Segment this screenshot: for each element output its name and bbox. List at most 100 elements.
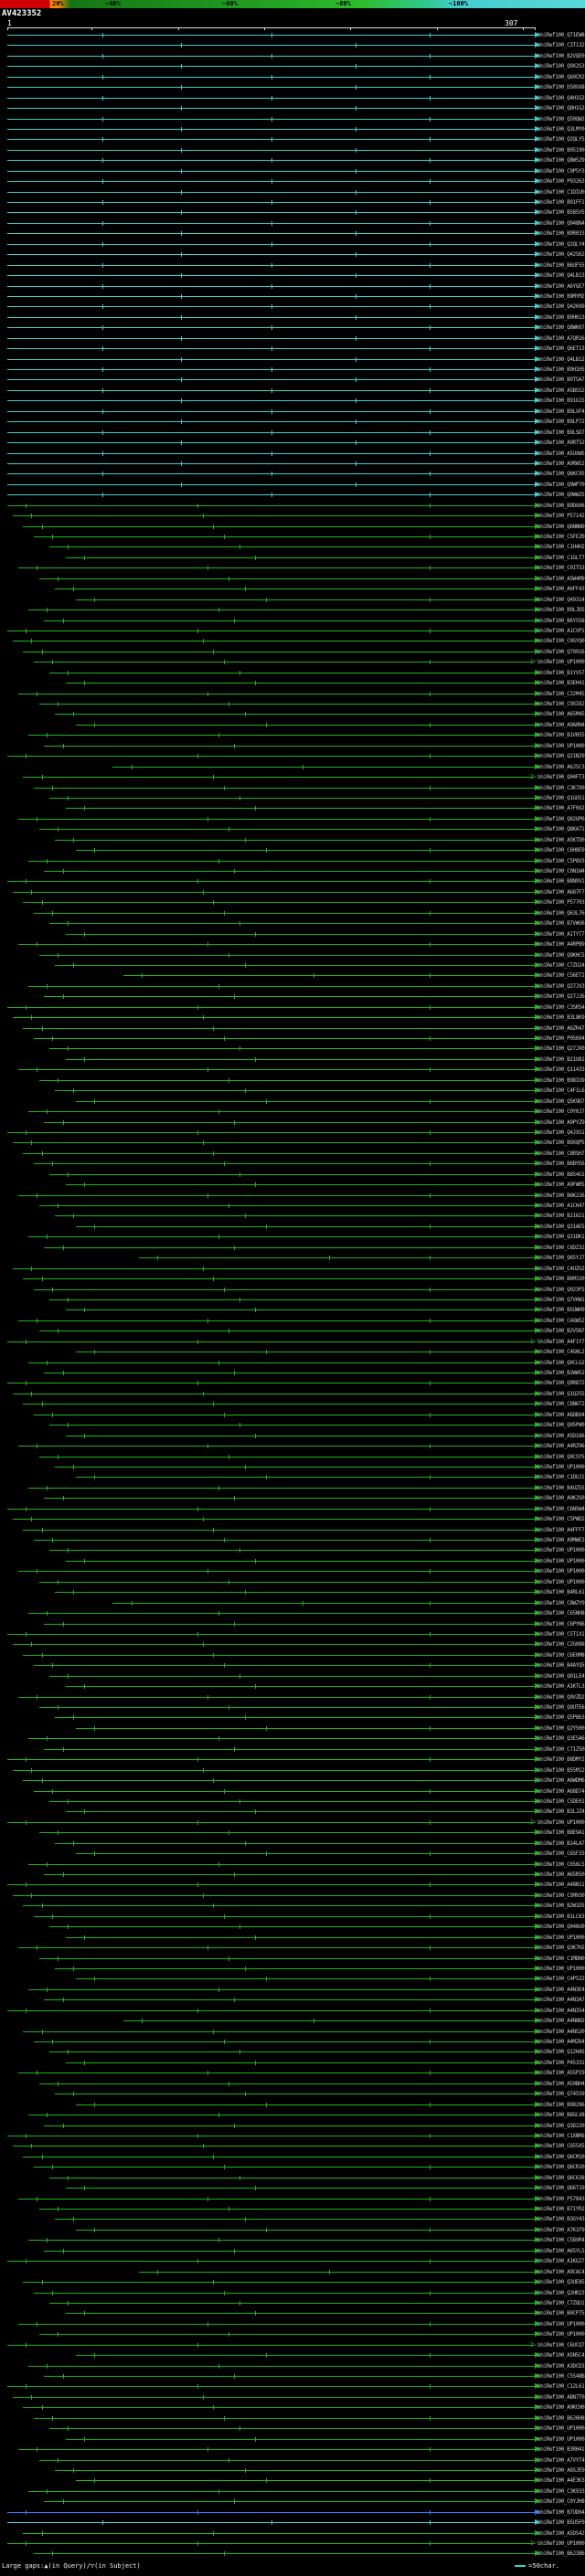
alignment-row[interactable]: UniRef100_A4N354 xyxy=(0,2006,585,2016)
alignment-row[interactable]: UniRef100_Q65YJ7 xyxy=(0,1253,585,1263)
hit-label[interactable]: UniRef100_A50BH4 xyxy=(537,2080,585,2087)
hit-label[interactable]: UniRef100_C6E0M8 xyxy=(537,1651,585,1659)
hit-label[interactable]: UniRef100_Q27JV3 xyxy=(537,982,585,990)
hit-label[interactable]: UniRef100_B91FF1 xyxy=(537,199,585,206)
hit-label[interactable]: UniRef100_UP1000... xyxy=(537,742,585,749)
alignment-row[interactable]: UniRef100_Q046U0 xyxy=(0,1922,585,1932)
alignment-row[interactable]: UniRef100_A4FFF7 xyxy=(0,1525,585,1535)
hit-label[interactable]: UniRef100_A6FF43 xyxy=(537,586,585,593)
hit-label[interactable]: UniRef100_A4MZ64 xyxy=(537,2039,585,2045)
alignment-row[interactable]: UniRef100_B6M310 xyxy=(0,1274,585,1284)
hit-label[interactable]: UniRef100_C71Z50 xyxy=(537,1745,585,1753)
alignment-row[interactable]: UniRef100_B58SV5 xyxy=(0,207,585,217)
alignment-row[interactable]: UniRef100_A6DBX4 xyxy=(0,1410,585,1420)
hit-label[interactable]: UniRef100_A7K1F9 xyxy=(537,2226,585,2233)
hit-label[interactable]: UniRef100_A6J5C3 xyxy=(537,763,585,770)
alignment-row[interactable]: UniRef100_A5W4M9 xyxy=(0,574,585,584)
alignment-row[interactable]: UniRef100_Q948N4 xyxy=(0,218,585,228)
alignment-row[interactable]: UniRef100_C0N1W4 xyxy=(0,866,585,876)
hit-label[interactable]: UniRef100_B2W1D5 xyxy=(537,1903,585,1910)
hit-label[interactable]: UniRef100_C3K7X0 xyxy=(537,784,585,791)
alignment-row[interactable]: UniRef100_C71Z50 xyxy=(0,1744,585,1754)
hit-label[interactable]: UniRef100_Q31DK1 xyxy=(537,1234,585,1241)
hit-label[interactable]: UniRef100_UP1000... xyxy=(537,1934,585,1941)
hit-label[interactable]: UniRef100_B7UD04 xyxy=(537,2508,585,2516)
alignment-row[interactable]: UniRef100_B71YR2 xyxy=(0,2204,585,2214)
alignment-row[interactable]: UniRef100_UP1000... xyxy=(0,1964,585,1974)
hit-label[interactable]: UniRef100_P45331 xyxy=(537,2059,585,2066)
alignment-row[interactable]: UniRef100_C5M930 xyxy=(0,1891,585,1901)
alignment-row[interactable]: UniRef100_Q63L76 xyxy=(0,908,585,918)
alignment-row[interactable]: UniRef100_C0YJH8 xyxy=(0,2496,585,2507)
hit-label[interactable]: UniRef100_Q9WP70 xyxy=(537,481,585,488)
hit-label[interactable]: UniRef100_P93263 xyxy=(537,178,585,186)
alignment-row[interactable]: UniRef100_B1YV57 xyxy=(0,668,585,678)
alignment-row[interactable]: UniRef100_A50BH4 xyxy=(0,2079,585,2089)
hit-label[interactable]: UniRef100_B6J386 xyxy=(537,2550,585,2558)
alignment-row[interactable]: UniRef100_C7ZU24 xyxy=(0,960,585,970)
alignment-row[interactable]: UniRef100_A4MZ64 xyxy=(0,2037,585,2047)
hit-label[interactable]: UniRef100_Q04FT3 xyxy=(537,774,585,781)
hit-label[interactable]: UniRef100_Q74559 xyxy=(537,2091,585,2098)
alignment-row[interactable]: UniRef100_B6UF55 xyxy=(0,260,585,270)
alignment-row[interactable]: ▷ UniRef100_Q04FT3 xyxy=(0,772,585,782)
hit-label[interactable]: UniRef100_Q79916 xyxy=(537,648,585,655)
alignment-row[interactable]: UniRef100_C8N6T2 xyxy=(0,1399,585,1409)
alignment-row[interactable]: UniRef100_P93263 xyxy=(0,176,585,186)
hit-label[interactable]: UniRef100_B2V5N7 xyxy=(537,1328,585,1335)
hit-label[interactable]: UniRef100_C5FEZ0 xyxy=(537,534,585,540)
hit-label[interactable]: UniRef100_C2G088 xyxy=(537,1641,585,1648)
alignment-row[interactable]: UniRef100_Q9WP70 xyxy=(0,480,585,490)
alignment-row[interactable]: UniRef100_A6SJE9 xyxy=(0,2465,585,2475)
hit-label[interactable]: UniRef100_C56ET2 xyxy=(537,972,585,980)
alignment-row[interactable]: UniRef100_B98296 xyxy=(0,2100,585,2110)
hit-label[interactable]: UniRef100_A5D166 xyxy=(537,1432,585,1439)
alignment-row[interactable]: UniRef100_B6J6H8 xyxy=(0,2413,585,2423)
alignment-row[interactable]: UniRef100_UP1000... xyxy=(0,1933,585,1943)
hit-label[interactable]: UniRef100_A7F0X2 xyxy=(537,805,585,812)
hit-label[interactable]: UniRef100_C1MDN0 xyxy=(537,1955,585,1962)
hit-label[interactable]: UniRef100_Q4H1G2 xyxy=(537,94,585,101)
alignment-row[interactable]: UniRef100_C5T1X1 xyxy=(0,1629,585,1639)
hit-label[interactable]: UniRef100_UP1000... xyxy=(537,1818,585,1826)
alignment-row[interactable]: UniRef100_UP1000... xyxy=(0,2434,585,2444)
alignment-row[interactable]: UniRef100_A48N11 xyxy=(0,1880,585,1890)
hit-label[interactable]: UniRef100_C0N1W4 xyxy=(537,868,585,875)
hit-label[interactable]: UniRef100_B6K226 xyxy=(537,1192,585,1199)
alignment-row[interactable]: UniRef100_A4RPB9 xyxy=(0,939,585,949)
alignment-row[interactable]: UniRef100_C3T132 xyxy=(0,40,585,50)
hit-label[interactable]: UniRef100_UP1000... xyxy=(537,1547,585,1554)
hit-label[interactable]: UniRef100_B71YR2 xyxy=(537,2206,585,2212)
alignment-row[interactable]: UniRef100_B1VH55 xyxy=(0,730,585,740)
hit-label[interactable]: UniRef100_Q0CLG2 xyxy=(537,1359,585,1366)
hit-label[interactable]: UniRef100_B4AYQ5 xyxy=(537,1662,585,1670)
alignment-row[interactable]: UniRef100_C5FEZ0 xyxy=(0,532,585,542)
hit-label[interactable]: UniRef100_Q6KC95 xyxy=(537,471,585,478)
hit-label[interactable]: UniRef100_Q8KA71 xyxy=(537,826,585,833)
alignment-row[interactable]: UniRef100_A5BSS2 xyxy=(0,386,585,396)
alignment-row[interactable]: UniRef100_Q27JX0 xyxy=(0,1044,585,1054)
alignment-row[interactable]: UniRef100_A0K2S0 xyxy=(0,1493,585,1503)
alignment-row[interactable]: ▷UniRef100_UP1000... xyxy=(0,1818,585,1828)
hit-label[interactable]: UniRef100_A4FFF7 xyxy=(537,1526,585,1533)
alignment-row[interactable]: UniRef100_C655X5 xyxy=(0,2141,585,2151)
hit-label[interactable]: UniRef100_B9T5A7 xyxy=(537,376,585,384)
alignment-row[interactable]: UniRef100_Q6KC95 xyxy=(0,469,585,479)
hit-label[interactable]: UniRef100_B1YV57 xyxy=(537,669,585,676)
hit-label[interactable]: UniRef100_Q63L76 xyxy=(537,909,585,917)
hit-label[interactable]: UniRef100_Q49314 xyxy=(537,596,585,603)
alignment-row[interactable]: UniRef100_Q023P2 xyxy=(0,1285,585,1295)
hit-label[interactable]: UniRef100_B95190 xyxy=(537,146,585,154)
hit-label[interactable]: UniRef100_Q8WK07 xyxy=(537,324,585,332)
alignment-row[interactable]: UniRef100_A55PI9 xyxy=(0,2068,585,2078)
hit-label[interactable]: UniRef100_Q9KHC5 xyxy=(537,951,585,959)
alignment-row[interactable]: UniRef100_A7QR16 xyxy=(0,334,585,344)
alignment-row[interactable]: UniRef100_Q5K9D7 xyxy=(0,1097,585,1107)
hit-label[interactable]: UniRef100_UP1000... xyxy=(537,1463,585,1470)
hit-label[interactable]: UniRef100_Q6NNN0 xyxy=(537,523,585,530)
hit-label[interactable]: UniRef100_Q1GU51 xyxy=(537,794,585,801)
alignment-row[interactable]: UniRef100_C5PWD2 xyxy=(0,1514,585,1524)
hit-label[interactable]: UniRef100_A9KCH0 xyxy=(537,2404,585,2412)
hit-label[interactable]: UniRef100_C656L5 xyxy=(537,1860,585,1868)
alignment-row[interactable]: UniRef100_B9T5A7 xyxy=(0,375,585,385)
